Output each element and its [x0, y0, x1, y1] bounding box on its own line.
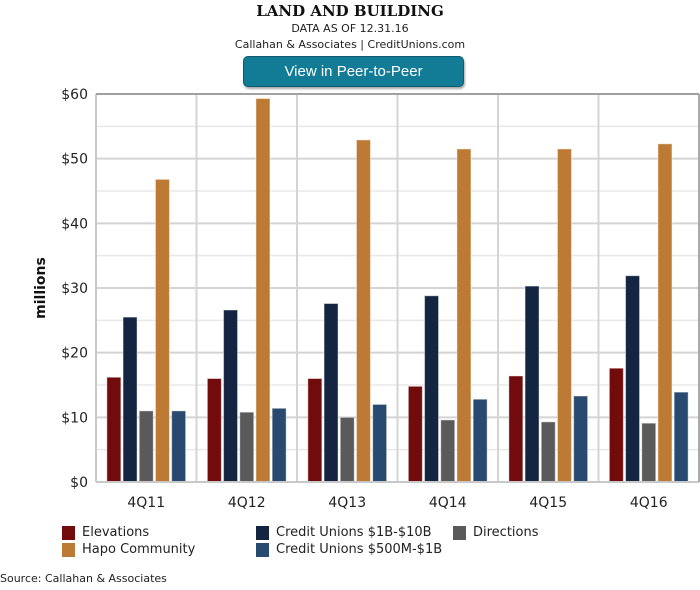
- bar: [673, 391, 689, 483]
- y-tick-label: $10: [61, 410, 88, 426]
- y-tick-label: $0: [70, 475, 88, 491]
- legend-item-elevations[interactable]: Elevations: [62, 525, 149, 540]
- bar: [171, 410, 187, 483]
- legend-swatch: [256, 525, 269, 540]
- bar: [407, 385, 423, 483]
- source-note: Source: Callahan & Associates: [0, 572, 167, 585]
- y-tick-label: $60: [61, 87, 88, 103]
- chart-title: LAND AND BUILDING: [256, 2, 444, 20]
- y-tick-label: $20: [61, 346, 88, 362]
- bar: [154, 178, 170, 483]
- bar: [424, 295, 440, 483]
- legend-label: Credit Unions $500M-$1B: [276, 542, 443, 557]
- bar: [573, 395, 589, 483]
- y-axis-label: millions: [33, 257, 49, 319]
- axes: [96, 93, 700, 483]
- y-tick-label: $30: [61, 281, 88, 297]
- bar: [556, 148, 572, 483]
- bar: [323, 303, 339, 483]
- legend-label: Directions: [473, 525, 539, 540]
- x-tick-label: 4Q12: [228, 495, 266, 511]
- bar: [540, 421, 556, 483]
- x-axis-ticks: 4Q11 4Q12 4Q13 4Q14 4Q15 4Q16: [127, 495, 667, 511]
- bar-chart: $0$10$20$30$40$50$60 4Q11 4Q12 4Q13 4Q14 4Q1…: [61, 87, 700, 511]
- legend-label: Elevations: [82, 525, 150, 540]
- y-axis-ticks: $0 $10 $20 $30 $40 $50 $60: [61, 87, 88, 491]
- legend: Elevations Hapo Community Credit Unions …: [62, 525, 700, 565]
- bar: [472, 398, 488, 483]
- bar: [307, 378, 323, 483]
- bar: [625, 275, 641, 483]
- bar: [440, 419, 456, 483]
- view-in-peer-to-peer-button[interactable]: View in Peer-to-Peer: [243, 56, 464, 87]
- bar: [223, 309, 239, 483]
- bar: [524, 285, 540, 483]
- bar: [122, 316, 138, 483]
- x-tick-label: 4Q13: [328, 495, 366, 511]
- x-tick-label: 4Q11: [127, 495, 165, 511]
- bar: [372, 403, 388, 483]
- legend-item-credit-unions-1b-10b[interactable]: Credit Unions $1B-$10B: [256, 525, 432, 540]
- bar: [271, 407, 287, 483]
- x-tick-label: 4Q16: [630, 495, 668, 511]
- bar: [339, 416, 355, 483]
- legend-swatch: [453, 525, 466, 540]
- y-tick-label: $50: [61, 152, 88, 168]
- bar: [239, 411, 255, 483]
- bar: [355, 139, 371, 483]
- gridlines: [95, 93, 700, 483]
- legend-label: Hapo Community: [82, 542, 196, 557]
- bar: [456, 148, 472, 483]
- bar: [255, 98, 271, 483]
- legend-item-credit-unions-500m-1b[interactable]: Credit Unions $500M-$1B: [256, 542, 442, 557]
- bar: [608, 367, 624, 483]
- x-tick-label: 4Q14: [429, 495, 467, 511]
- legend-item-hapo-community[interactable]: Hapo Community: [62, 542, 195, 557]
- legend-swatch: [62, 525, 75, 540]
- bar: [206, 378, 222, 483]
- bar: [106, 376, 122, 483]
- bar: [641, 422, 657, 483]
- y-tick-label: $40: [61, 216, 88, 232]
- bar: [138, 410, 154, 483]
- legend-item-directions[interactable]: Directions: [453, 525, 539, 540]
- attribution: Callahan & Associates | CreditUnions.com: [234, 38, 466, 51]
- bar: [508, 375, 524, 483]
- legend-swatch: [256, 542, 269, 557]
- bar: [657, 143, 673, 483]
- bars: [106, 98, 689, 483]
- data-date: DATA AS OF 12.31.16: [291, 22, 409, 35]
- x-tick-label: 4Q15: [529, 495, 567, 511]
- legend-swatch: [62, 542, 75, 557]
- legend-label: Credit Unions $1B-$10B: [276, 525, 432, 540]
